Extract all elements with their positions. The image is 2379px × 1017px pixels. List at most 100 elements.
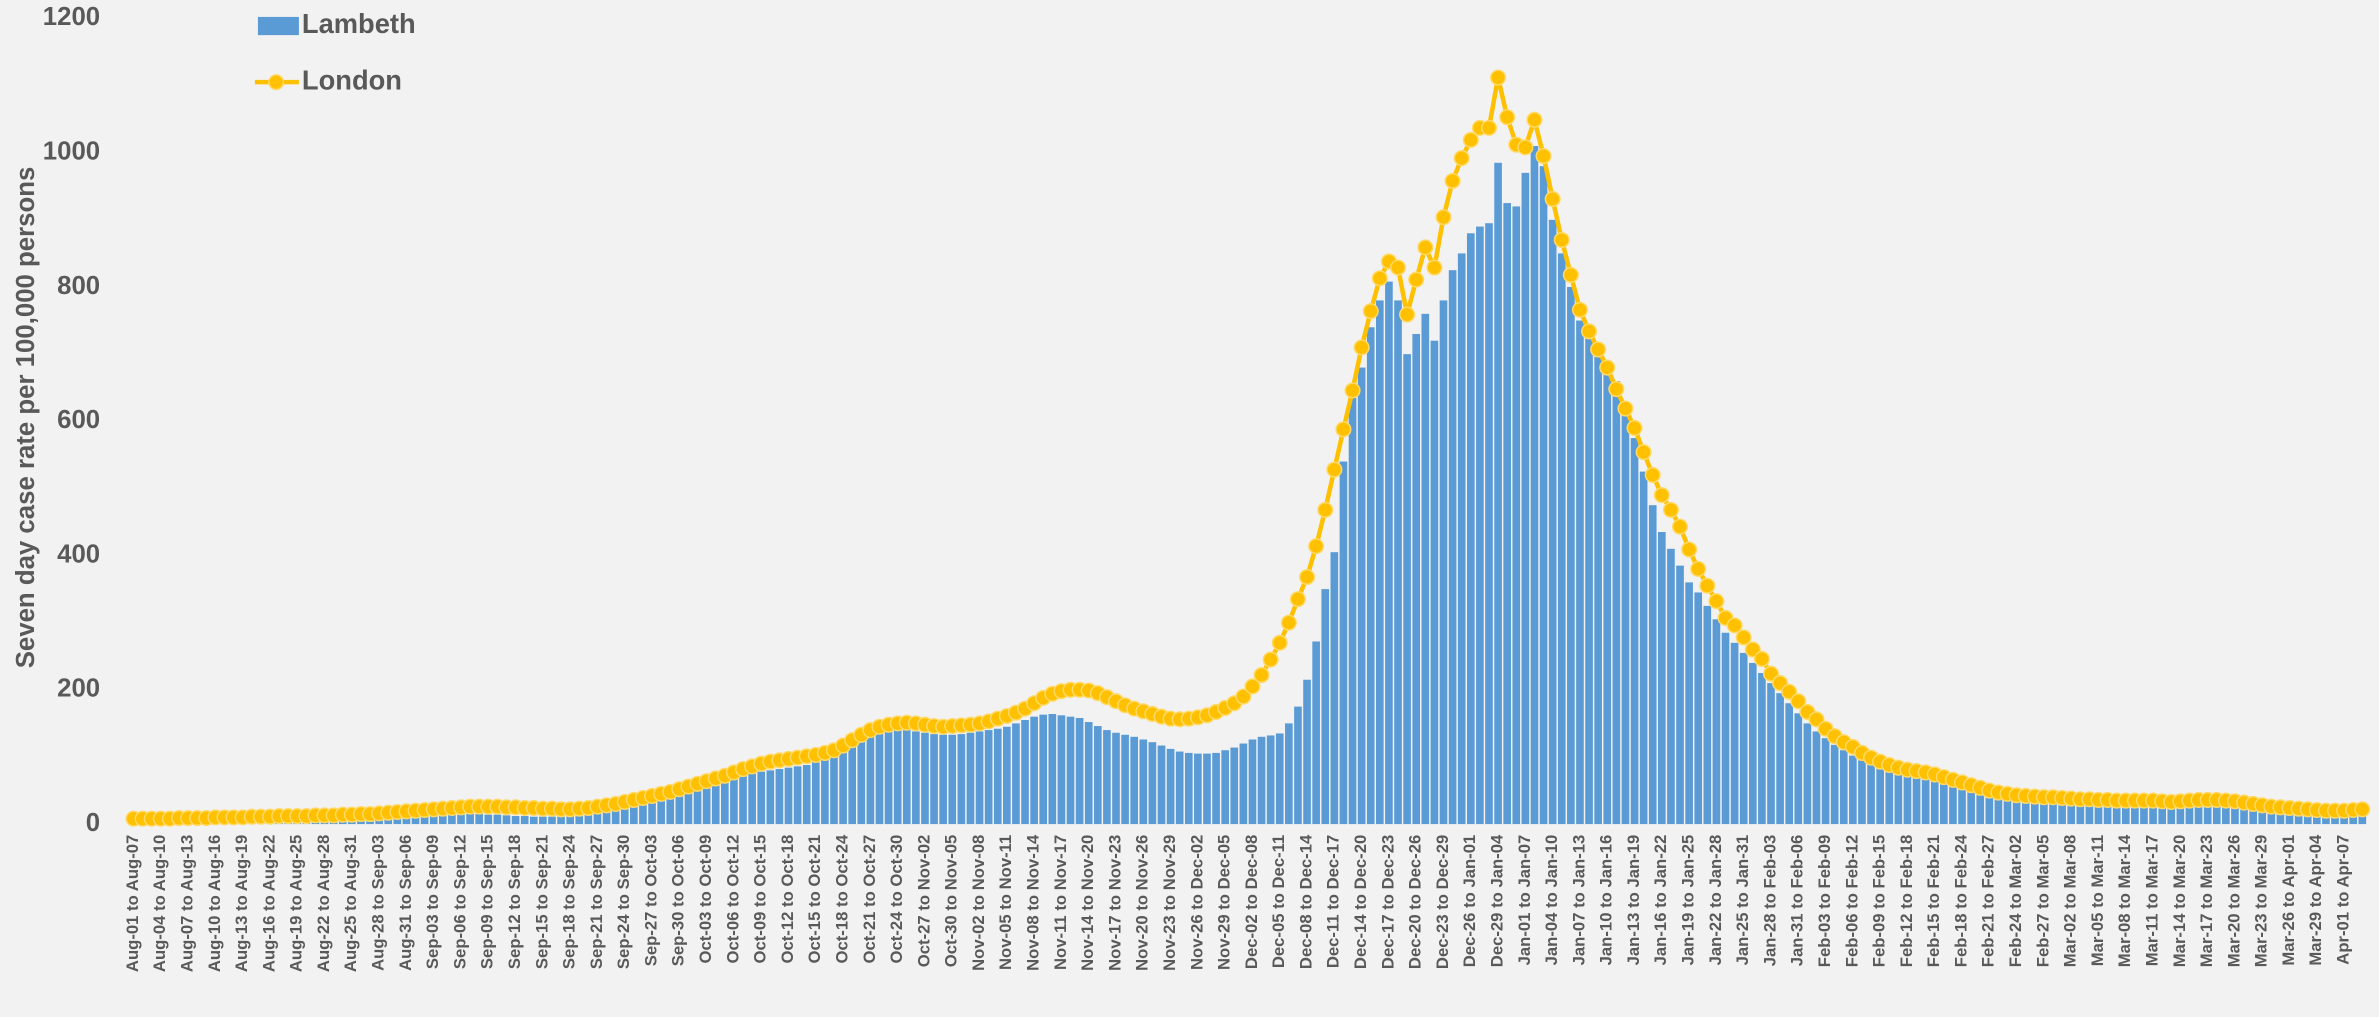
marker	[1526, 111, 1543, 128]
y-axis-label: Seven day case rate per 100,000 persons	[12, 167, 40, 669]
bar	[821, 759, 829, 825]
x-tick-label: Jan-13 to Jan-19	[1624, 835, 1643, 966]
bar	[2276, 814, 2285, 825]
marker	[1408, 271, 1425, 288]
bar	[366, 820, 374, 825]
legend-marker	[268, 74, 285, 91]
x-tick-label: Dec-26 to Jan-01	[1460, 835, 1479, 968]
y-tick-label: 600	[57, 406, 100, 434]
bar	[2076, 803, 2085, 825]
marker	[1299, 568, 1316, 586]
x-tick-label: Mar-23 to Mar-29	[2252, 835, 2271, 968]
bar	[2258, 811, 2267, 825]
x-tick-label: Aug-07 to Aug-13	[178, 835, 197, 972]
x-tick-label: Jan-16 to Jan-22	[1651, 835, 1670, 966]
bar	[1012, 723, 1020, 825]
x-tick-label: Sep-18 to Sep-24	[560, 834, 579, 969]
x-tick-label: Aug-01 to Aug-07	[123, 835, 142, 972]
bar	[1403, 354, 1411, 825]
marker	[1662, 501, 1679, 518]
bar	[1930, 778, 1939, 825]
bar	[1712, 619, 1721, 825]
bar	[748, 773, 756, 825]
x-tick-label: Feb-21 to Feb-27	[1979, 835, 1998, 967]
bar	[1921, 775, 1930, 825]
bar	[1858, 760, 1866, 825]
legend-swatch	[257, 16, 299, 36]
x-tick-label: Dec-05 to Dec-11	[1269, 835, 1288, 968]
bar	[529, 816, 538, 825]
bar	[784, 767, 793, 825]
y-tick-label: 400	[57, 540, 100, 568]
bar	[1994, 795, 2003, 825]
x-tick-label: Mar-20 to Mar-26	[2224, 835, 2243, 968]
x-tick-label: Jan-31 to Feb-06	[1788, 835, 1807, 967]
x-tick-label: Mar-11 to Mar-17	[2142, 835, 2161, 967]
bar	[2003, 797, 2012, 825]
bar	[484, 814, 493, 825]
marker	[1326, 461, 1343, 478]
bar	[1739, 652, 1748, 825]
bar	[611, 809, 620, 825]
bar	[984, 730, 993, 825]
x-tick-label: Jan-04 to Jan-10	[1542, 835, 1561, 966]
x-tick-label: Nov-14 to Nov-20	[1078, 835, 1097, 971]
marker	[1644, 466, 1661, 484]
marker	[1262, 651, 1279, 668]
bar	[1466, 233, 1475, 825]
marker	[1653, 487, 1670, 504]
marker	[1562, 266, 1579, 283]
x-tick-label: Sep-30 to Oct-06	[669, 835, 688, 967]
x-tick-label: Sep-21 to Sep-27	[587, 835, 606, 969]
x-tick-label: Mar-02 to Mar-08	[2061, 835, 2080, 968]
bar	[1121, 734, 1129, 825]
x-tick-label: Aug-25 to Aug-31	[341, 835, 360, 972]
bar	[1530, 145, 1539, 825]
bar	[775, 769, 784, 825]
bar	[411, 817, 420, 825]
marker	[1480, 119, 1498, 136]
x-tick-label: Dec-23 to Dec-29	[1433, 835, 1452, 969]
bar	[539, 816, 547, 825]
x-tick-label: Aug-10 to Aug-16	[205, 835, 224, 972]
bar	[1958, 786, 1966, 825]
bar	[1785, 703, 1794, 825]
bar	[912, 731, 920, 825]
bar	[693, 789, 702, 825]
marker	[1571, 301, 1589, 318]
marker	[1581, 323, 1598, 340]
bar	[1839, 750, 1848, 825]
marker	[1271, 634, 1288, 651]
bar	[1867, 763, 1875, 825]
marker	[1599, 359, 1616, 376]
x-tick-label: Feb-15 to Feb-21	[1924, 835, 1943, 967]
x-tick-label: Nov-08 to Nov-14	[1024, 834, 1043, 971]
bar	[2058, 802, 2066, 825]
bar	[1512, 206, 1521, 825]
bar	[2112, 805, 2121, 825]
bar	[1421, 313, 1430, 825]
bar	[2012, 798, 2021, 825]
bar	[875, 731, 884, 825]
bar	[2349, 816, 2358, 825]
bar	[1412, 333, 1421, 825]
bar	[702, 786, 711, 825]
bar	[1221, 750, 1229, 825]
bar	[1039, 714, 1048, 825]
bar	[511, 816, 520, 825]
marker	[1462, 131, 1479, 148]
bar	[2021, 799, 2030, 825]
marker	[1353, 339, 1370, 356]
bar	[1949, 783, 1957, 825]
marker	[1626, 419, 1643, 437]
x-tick-label: Oct-18 to Oct-24	[832, 834, 851, 964]
bar	[1621, 411, 1630, 825]
marker	[1708, 593, 1725, 610]
x-tick-label: Aug-13 to Aug-19	[232, 835, 251, 972]
bar	[1357, 367, 1366, 825]
bar	[1694, 592, 1703, 825]
bar	[1548, 219, 1557, 825]
bar	[2222, 806, 2230, 825]
bar	[1112, 732, 1120, 825]
